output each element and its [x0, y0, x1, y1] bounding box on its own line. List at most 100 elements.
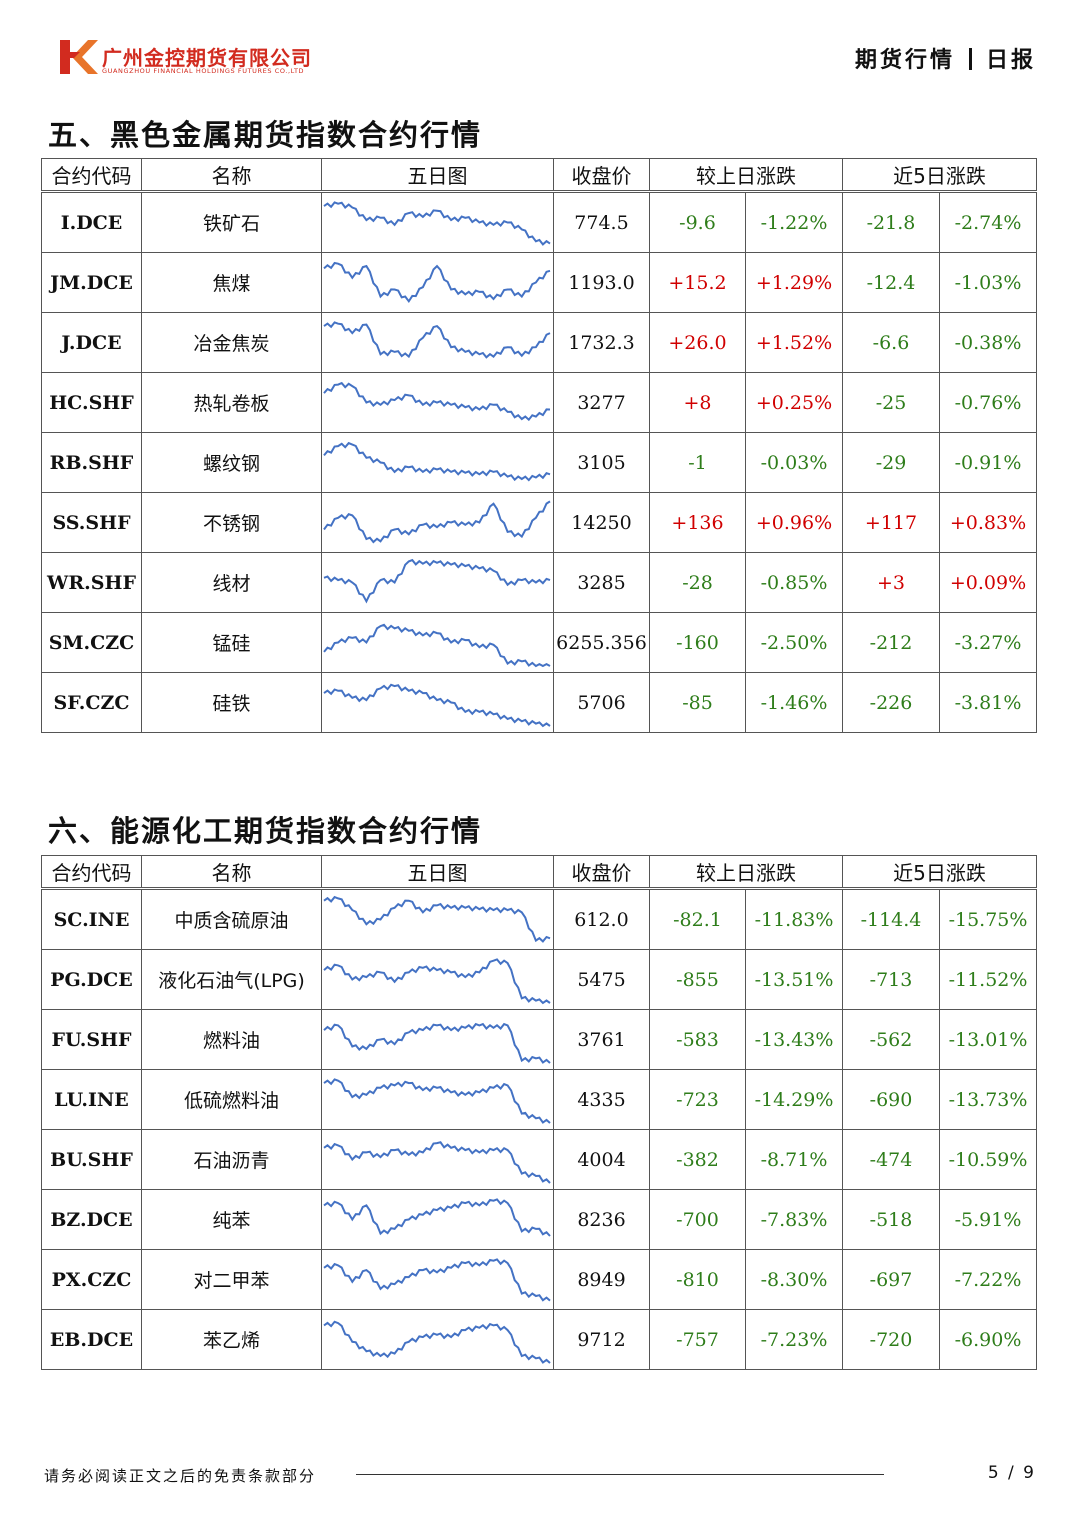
header-close: 收盘价 [553, 158, 650, 193]
five-day-chart [321, 949, 554, 1010]
five-day-change: -720 [842, 1309, 940, 1370]
header-code: 合约代码 [41, 158, 142, 193]
close-price: 3761 [553, 1009, 650, 1070]
doc-type-left: 期货行情 [854, 48, 955, 73]
sparkline-chart [323, 261, 551, 304]
header-chart: 五日图 [321, 158, 554, 193]
five-day-change-pct: -0.38% [938, 312, 1038, 373]
contract-name: 液化石油气(LPG) [141, 949, 322, 1010]
close-price: 3285 [553, 552, 650, 613]
contract-code: HC.SHF [41, 372, 142, 433]
five-day-change-pct: +0.09% [938, 552, 1038, 613]
table-row: J.DCE 冶金焦炭 1732.3 +26.0 +1.52% -6.6 -0.38% [41, 312, 1038, 373]
five-day-change: -713 [842, 949, 940, 1010]
page-header: 广州金控期货有限公司 GUANGZHOU FINANCIAL HOLDINGS … [0, 0, 1080, 100]
sparkline-chart [323, 1320, 551, 1364]
five-day-change: -690 [842, 1069, 940, 1130]
sparkline-series [323, 381, 551, 422]
day-change: -855 [649, 949, 746, 1010]
day-change-pct: -2.50% [745, 612, 843, 673]
five-day-change-pct: -0.91% [938, 432, 1038, 493]
sparkline-chart [323, 500, 551, 544]
company-logo: 广州金控期货有限公司 GUANGZHOU FINANCIAL HOLDINGS … [60, 40, 360, 80]
doc-type-divider [968, 48, 972, 70]
five-day-chart [321, 312, 554, 373]
sparkline-series [323, 441, 551, 482]
header-day-change: 较上日涨跌 [649, 855, 843, 890]
five-day-change-pct: -15.75% [938, 888, 1038, 950]
close-price: 3105 [553, 432, 650, 493]
section-title-energy-chemical: 六、能源化工期货指数合约行情 [48, 814, 483, 848]
sparkline-series [323, 1078, 551, 1124]
five-day-change-pct: -5.91% [938, 1189, 1038, 1250]
sparkline-chart [323, 895, 551, 943]
contract-code: JM.DCE [41, 252, 142, 313]
section-title-ferrous: 五、黑色金属期货指数合约行情 [48, 118, 483, 152]
five-day-chart [321, 492, 554, 553]
five-day-chart [321, 1069, 554, 1130]
five-day-chart [321, 432, 554, 493]
energy-chemical-table: 合约代码 名称 五日图 收盘价 较上日涨跌 近5日涨跌 SC.INE 中质含硫原油 612.0-… [41, 855, 1038, 1370]
day-change: -82.1 [649, 888, 746, 950]
footer-disclaimer: 请务必阅读正文之后的免责条款部分 [44, 1467, 317, 1485]
sparkline-series [323, 1198, 551, 1237]
five-day-chart [321, 1129, 554, 1190]
five-day-chart [321, 1309, 554, 1370]
five-day-change-pct: -13.73% [938, 1069, 1038, 1130]
day-change: -28 [649, 552, 746, 613]
sparkline-chart [323, 623, 551, 668]
close-price: 4004 [553, 1129, 650, 1190]
contract-code: PX.CZC [41, 1249, 142, 1310]
header-code: 合约代码 [41, 855, 142, 890]
contract-code: BZ.DCE [41, 1189, 142, 1250]
five-day-change: -562 [842, 1009, 940, 1070]
header-row: 合约代码 名称 五日图 收盘价 较上日涨跌 近5日涨跌 [41, 158, 1038, 193]
five-day-change: -29 [842, 432, 940, 493]
five-day-change: +3 [842, 552, 940, 613]
table-row: SM.CZC 锰硅 6255.356 -160 -2.50% -212 -3.27% [41, 612, 1038, 673]
table-row: SC.INE 中质含硫原油 612.0 -82.1 -11.83% -114.4 -15.7… [41, 888, 1038, 950]
contract-name: 螺纹钢 [141, 432, 322, 493]
table-row: JM.DCE 焦煤 1193.0 +15.2 +1.29% -12.4 -1.03% [41, 252, 1038, 313]
sparkline-chart [323, 441, 551, 482]
contract-name: 纯苯 [141, 1189, 322, 1250]
close-price: 774.5 [553, 191, 650, 253]
contract-code: WR.SHF [41, 552, 142, 613]
sparkline-series [323, 1022, 551, 1064]
day-change-pct: -1.22% [745, 191, 843, 253]
contract-code: LU.INE [41, 1069, 142, 1130]
five-day-change: -518 [842, 1189, 940, 1250]
contract-code: SM.CZC [41, 612, 142, 673]
day-change: +8 [649, 372, 746, 433]
five-day-chart [321, 552, 554, 613]
sparkline-chart [323, 558, 551, 604]
contract-name: 热轧卷板 [141, 372, 322, 433]
five-day-change-pct: -3.81% [938, 672, 1038, 733]
header-row: 合约代码 名称 五日图 收盘价 较上日涨跌 近5日涨跌 [41, 855, 1038, 890]
five-day-change: -114.4 [842, 888, 940, 950]
header-five-day-change: 近5日涨跌 [841, 855, 1038, 890]
five-day-change-pct: -1.03% [938, 252, 1038, 313]
header-day-change: 较上日涨跌 [649, 158, 843, 193]
table-row: WR.SHF 线材 3285 -28 -0.85% +3 +0.09% [41, 552, 1038, 613]
five-day-chart [321, 612, 554, 673]
contract-code: FU.SHF [41, 1009, 142, 1070]
sparkline-series [323, 683, 551, 728]
day-change-pct: -7.83% [745, 1189, 843, 1250]
five-day-change: -212 [842, 612, 940, 673]
five-day-change-pct: -0.76% [938, 372, 1038, 433]
sparkline-chart [323, 321, 551, 359]
day-change-pct: -1.46% [745, 672, 843, 733]
five-day-change: -21.8 [842, 191, 940, 253]
contract-name: 硅铁 [141, 672, 322, 733]
contract-name: 苯乙烯 [141, 1309, 322, 1370]
company-name-cn: 广州金控期货有限公司 [102, 46, 312, 70]
close-price: 8236 [553, 1189, 650, 1250]
sparkline-series [323, 1320, 551, 1364]
table-row: SS.SHF 不锈钢 14250 +136 +0.96% +117 +0.83% [41, 492, 1038, 553]
close-price: 8949 [553, 1249, 650, 1310]
contract-code: I.DCE [41, 191, 142, 253]
day-change-pct: +0.96% [745, 492, 843, 553]
contract-name: 焦煤 [141, 252, 322, 313]
five-day-change-pct: +0.83% [938, 492, 1038, 553]
